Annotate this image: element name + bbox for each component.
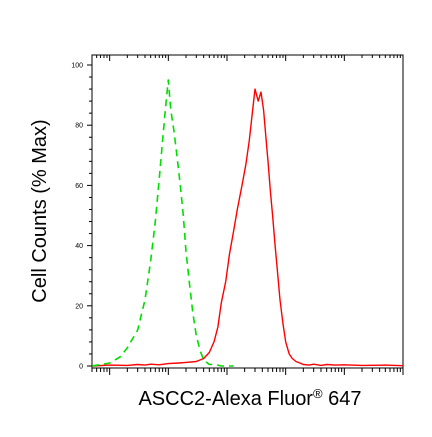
- x-axis-label-main: ASCC2-Alexa Fluor: [138, 388, 313, 410]
- y-tick-label: 0: [79, 364, 83, 371]
- plot-axes: [91, 54, 404, 369]
- x-axis-label-registered: ®: [313, 386, 323, 401]
- x-axis-label: ASCC2-Alexa Fluor® 647: [138, 386, 361, 410]
- x-axis-label-tail: 647: [323, 388, 362, 410]
- y-axis-ticks: 0 20 40 60 80 100: [71, 63, 92, 371]
- y-tick-label: 60: [75, 183, 83, 190]
- y-tick-label: 80: [75, 123, 83, 130]
- histogram-line-1: [91, 88, 404, 367]
- y-tick-label: 40: [75, 243, 83, 250]
- y-tick-label: 20: [75, 303, 83, 310]
- histogram-series: [91, 79, 404, 367]
- y-axis-label: Cell Counts (% Max): [29, 119, 51, 302]
- plot-frame: [91, 54, 404, 369]
- histogram-line-2: [91, 79, 234, 367]
- x-axis-ticks: [91, 55, 404, 375]
- y-tick-label: 100: [71, 63, 83, 70]
